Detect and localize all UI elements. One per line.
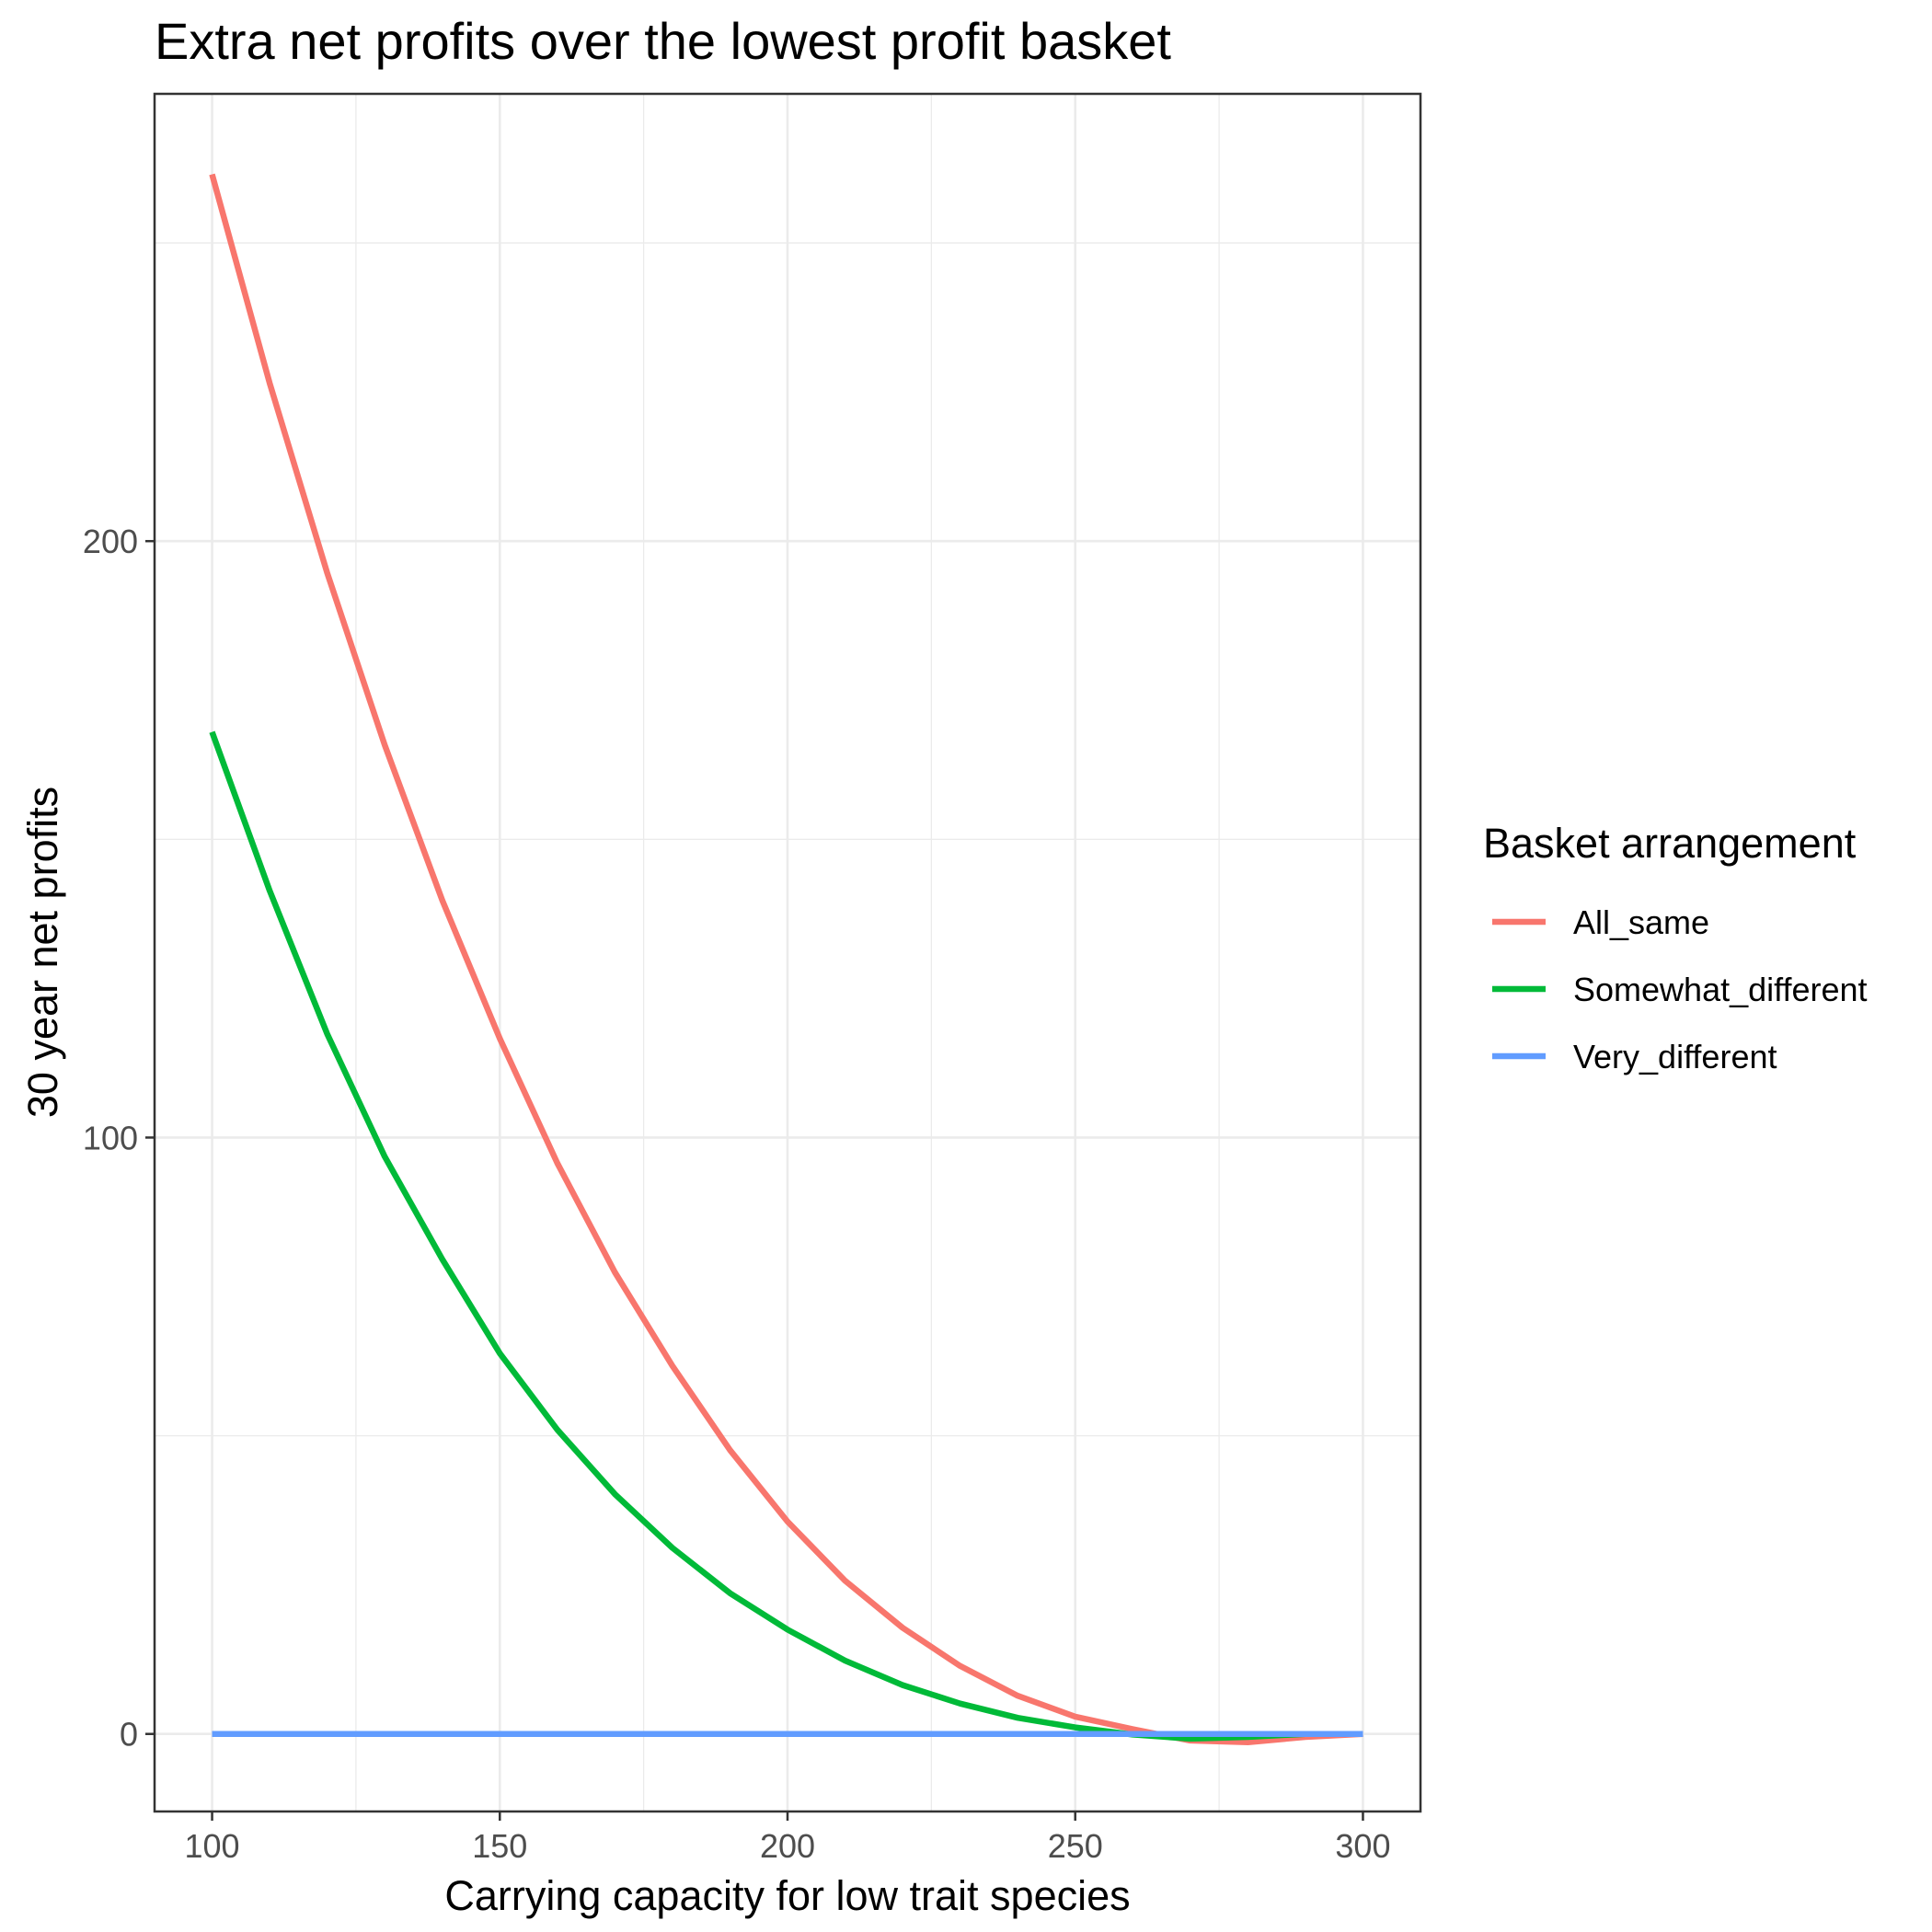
y-tick-label: 0: [120, 1716, 138, 1754]
x-tick-label: 150: [472, 1827, 527, 1865]
series-line-somewhat-different: [209, 730, 1363, 1742]
legend-label: All_same: [1573, 903, 1709, 941]
series-layer: [209, 173, 1363, 1746]
y-tick-label: 100: [83, 1119, 138, 1156]
y-axis-title: 30 year net profits: [19, 787, 66, 1118]
legend-title: Basket arrangement: [1483, 820, 1857, 867]
legend: Basket arrangement All_same Somewhat_diff…: [1483, 820, 1868, 1075]
y-axis: 0 100 200: [83, 523, 155, 1754]
x-tick-label: 100: [185, 1827, 240, 1865]
chart-title: Extra net profits over the lowest profit…: [155, 12, 1171, 70]
x-tick-label: 250: [1048, 1827, 1103, 1865]
y-tick-label: 200: [83, 523, 138, 560]
legend-label: Very_different: [1573, 1038, 1777, 1075]
x-axis-title: Carrying capacity for low trait species: [444, 1872, 1130, 1919]
legend-label: Somewhat_different: [1573, 971, 1868, 1008]
x-axis: 100 150 200 250 300: [185, 1811, 1390, 1865]
x-tick-label: 200: [760, 1827, 815, 1865]
x-tick-label: 300: [1335, 1827, 1390, 1865]
